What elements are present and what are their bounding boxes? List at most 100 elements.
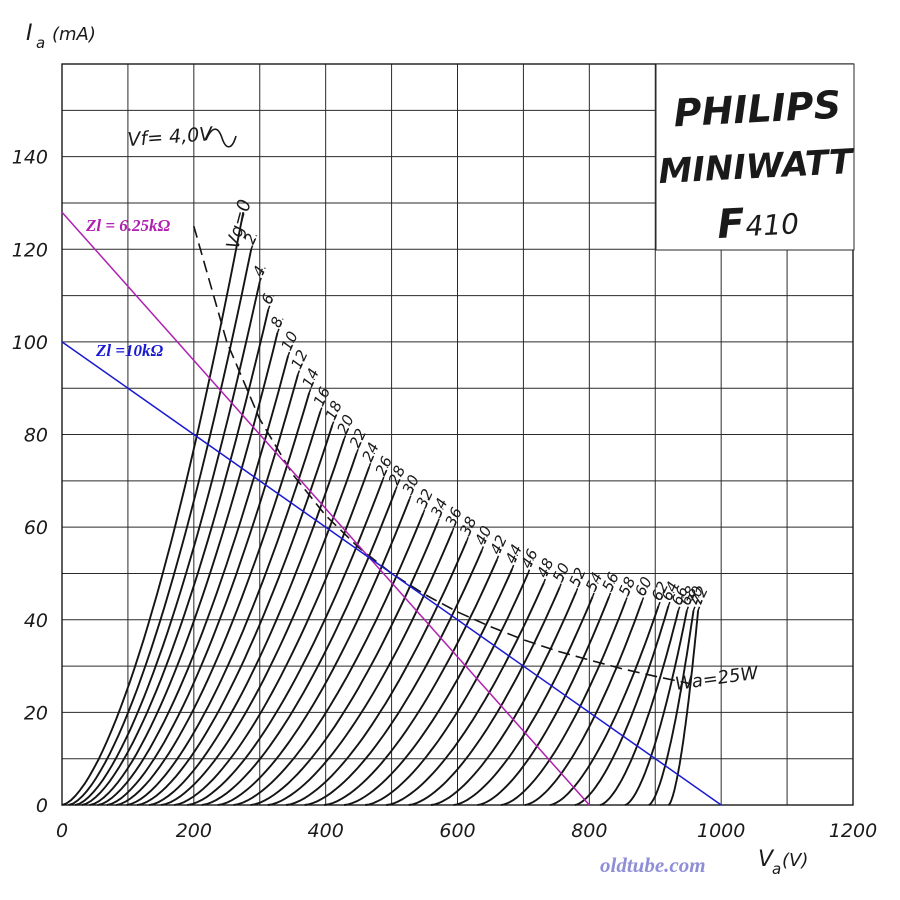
plate-curve-extension (250, 235, 258, 250)
plate-curve (408, 586, 561, 806)
title-box: PHILIPS MINIWATT F 410 (655, 63, 856, 251)
plate-curve-extension (308, 378, 316, 394)
plate-curves (61, 212, 705, 806)
y-tick-label: 20 (24, 702, 48, 724)
plate-curve (285, 540, 468, 806)
y-tick-label: 80 (24, 425, 48, 447)
x-axis-label-main: V (758, 847, 775, 872)
plate-curve-extension (496, 545, 504, 560)
plate-curve (233, 512, 425, 806)
plate-curve-extension (276, 318, 284, 333)
brand-line-1: PHILIPS (673, 83, 842, 136)
plate-curve-extension (451, 517, 459, 533)
x-tick-label: 800 (571, 820, 607, 842)
load-lines: Zl = 6.25kΩ Zl =10kΩ (61, 211, 722, 806)
plate-curve-extension (608, 582, 616, 597)
y-tick-label: 60 (24, 517, 48, 539)
plate-curve (624, 610, 688, 806)
x-axis-label-unit: (V) (782, 850, 808, 871)
x-tick-label: 600 (439, 820, 475, 842)
plate-curve-extension (355, 438, 363, 454)
plate-curve (187, 480, 384, 806)
plate-curve (136, 424, 334, 806)
x-axis-label-sub: a (772, 860, 781, 878)
plate-curve (648, 610, 695, 806)
plate-curve-extension (297, 360, 304, 375)
ac-sine-icon (205, 128, 237, 148)
plate-curve (106, 374, 299, 806)
plate-curve (173, 466, 371, 806)
plate-curve-extension (437, 508, 444, 523)
plate-curve (61, 212, 245, 806)
plate-curve-extension (287, 341, 295, 357)
y-tick-label: 120 (12, 239, 48, 261)
y-tick-label: 140 (12, 147, 48, 169)
plate-curve (217, 498, 411, 806)
plate-curve (160, 452, 358, 806)
plate-curve-extension (591, 582, 599, 597)
plate-curve-extension (259, 267, 266, 282)
plate-curve (549, 605, 660, 806)
y-tick-label: 100 (12, 332, 48, 354)
max-dissipation-curve (193, 225, 689, 684)
plate-curve-extension (667, 591, 675, 607)
x-tick-label: 0 (56, 820, 68, 842)
plate-curve-extension (466, 526, 473, 542)
y-axis-label-sub: a (36, 34, 45, 52)
source-watermark: oldtube.com (600, 853, 706, 877)
plate-curve (477, 596, 610, 806)
tick-labels: 0 200 400 600 800 1000 1200 0 20 40 60 80 100 120 140 (12, 147, 877, 842)
plate-curve-extension (527, 559, 535, 574)
plate-curve-extension (558, 573, 566, 588)
plate-curve-extension (641, 587, 649, 602)
plate-curve-extension (686, 596, 693, 611)
plate-curve-extension (267, 295, 275, 310)
y-axis-label-main: I (26, 21, 33, 46)
x-axis-label: V a (V) (758, 847, 808, 878)
plate-curve (250, 522, 439, 806)
plate-curve (524, 600, 643, 806)
y-tick-label: 0 (36, 795, 48, 817)
y-axis-label-unit: (mA) (52, 24, 96, 45)
load-line (61, 341, 722, 806)
plate-curve (667, 610, 700, 806)
plate-curve-extension (343, 424, 351, 440)
plate-curve-extension (408, 485, 416, 500)
plate-curve-extension (481, 536, 488, 551)
plate-curve-extension (422, 499, 430, 514)
plate-curve (97, 355, 290, 806)
x-tick-label: 1000 (697, 820, 745, 842)
plate-curve (148, 438, 346, 806)
plate-curve-extension (511, 554, 519, 570)
plate-curve-extension (692, 596, 700, 611)
plate-curve-extension (677, 596, 685, 611)
load-line-label: Zl = 6.25kΩ (85, 216, 171, 235)
plate-curve (343, 568, 514, 806)
x-tick-label: 200 (176, 820, 212, 842)
y-tick-label: 40 (24, 610, 48, 632)
plate-curve (115, 392, 311, 806)
plate-curve (453, 596, 594, 806)
plate-curve-extension (543, 568, 550, 583)
plate-curve-extension (624, 587, 632, 602)
plate-curve (324, 559, 498, 806)
plate-curve (126, 411, 322, 806)
plate-curve (201, 489, 397, 806)
plate-curve (267, 531, 454, 806)
plate-curve (365, 573, 529, 806)
tube-number: 410 (745, 207, 800, 243)
plate-curve-extension (381, 466, 389, 482)
dissipation-curve (193, 225, 689, 684)
plate-curve-extension (368, 452, 376, 468)
plate-curve-extension (331, 411, 339, 426)
plate-curve-extension (657, 591, 665, 607)
plate-curve-extension (697, 596, 705, 611)
plate-curve (599, 610, 680, 806)
load-line (61, 211, 590, 806)
x-tick-label: 1200 (829, 820, 877, 842)
plate-curve (386, 582, 545, 806)
plate-curve (500, 600, 627, 806)
plate-curve-extension (394, 475, 402, 491)
y-axis-label: I a (mA) (26, 21, 96, 52)
